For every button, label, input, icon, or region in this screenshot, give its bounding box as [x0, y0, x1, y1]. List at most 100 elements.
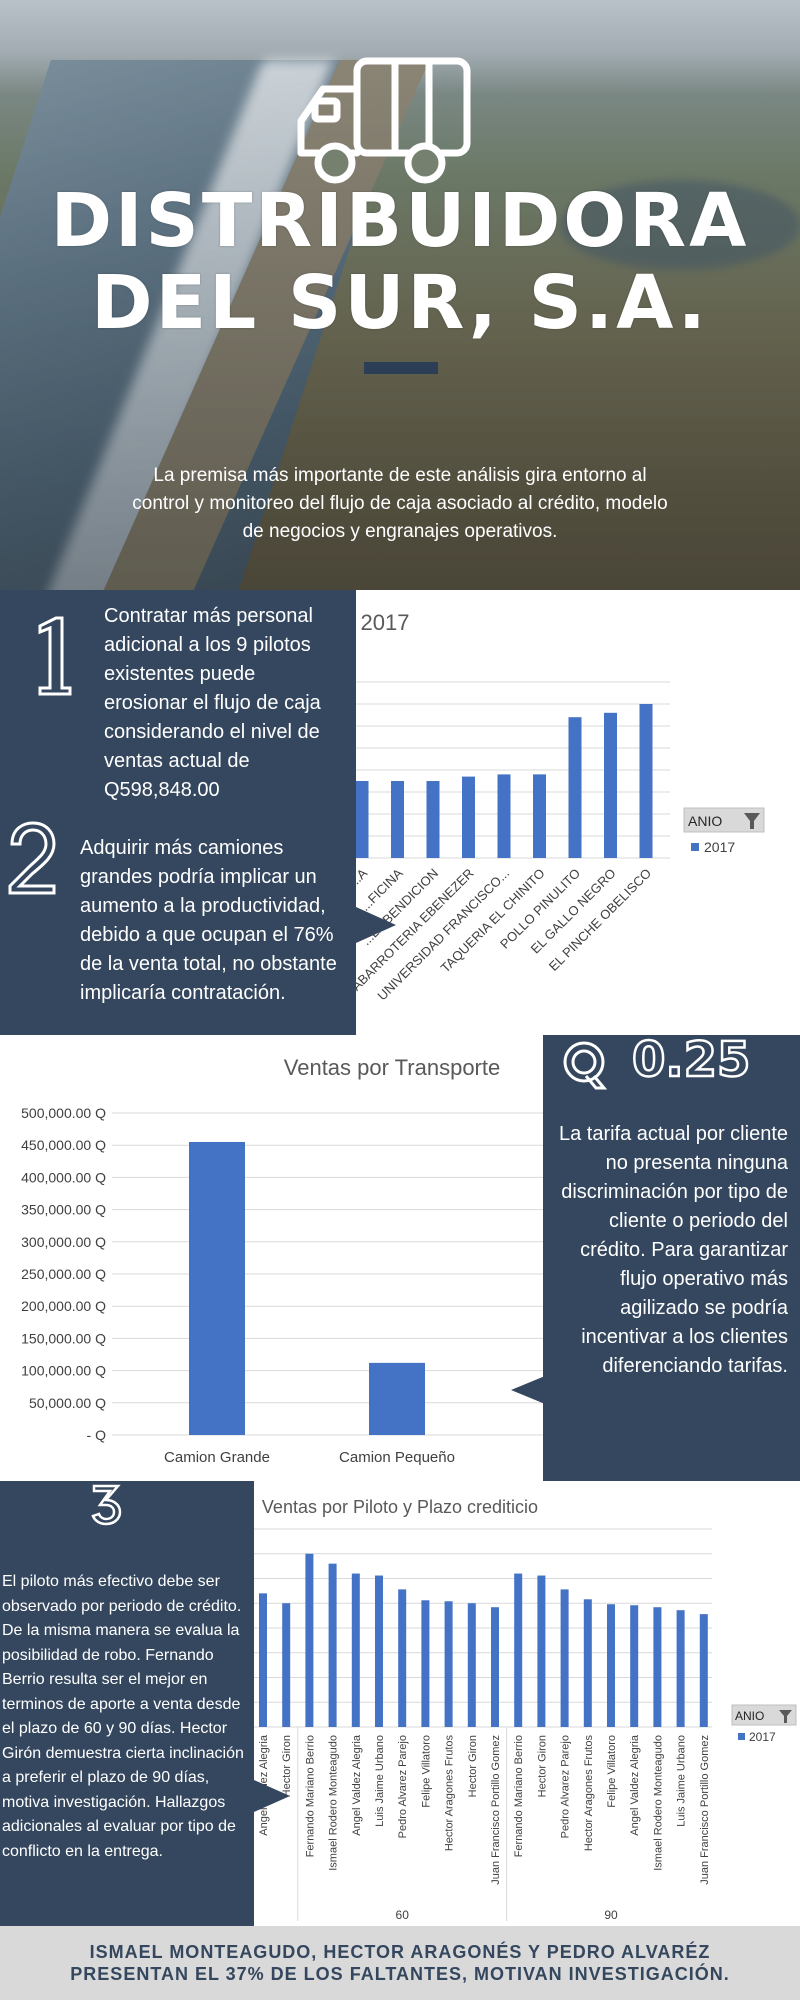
insight-2-text: Adquirir más camiones grandes podría imp… — [80, 837, 337, 1004]
x-tick-label: Felipe Villatoro — [420, 1735, 432, 1808]
x-tick-label: Hector Aragones Frutos — [444, 1735, 456, 1852]
bar — [282, 1603, 291, 1727]
y-tick-label: 500,000.00 Q — [21, 1105, 106, 1121]
bar — [537, 1575, 546, 1727]
panel-arrow-right-3 — [254, 1780, 290, 1812]
legend-label: 2017 — [704, 839, 735, 855]
insight-panel-1-2 — [0, 590, 356, 1050]
bar — [351, 1573, 360, 1727]
y-tick-label: 100,000.00 Q — [21, 1363, 106, 1379]
bar — [533, 774, 546, 858]
bar — [604, 712, 617, 858]
x-tick-label: Fernando Mariano Berrio — [513, 1735, 525, 1857]
y-tick-label: 250,000.00 Q — [21, 1266, 106, 1282]
hero-subtitle: La premisa más importante de este anális… — [132, 465, 668, 542]
hero-title: DISTRIBUIDORA DEL SUR, S.A. — [0, 180, 800, 344]
bar — [391, 781, 404, 858]
truck-icon — [297, 57, 471, 184]
bar — [514, 1573, 523, 1727]
bar — [369, 1362, 425, 1435]
bar — [653, 1607, 662, 1727]
y-tick-label: 50,000.00 Q — [29, 1395, 106, 1411]
chart-sales-by-pilot-svg: Ventas por Piloto y Plazo crediticio Ange… — [200, 1497, 797, 1922]
y-tick-label: - Q — [87, 1427, 107, 1443]
bar — [305, 1553, 314, 1727]
x-tick-label: Pedro Alvarez Parejo — [397, 1735, 409, 1838]
number-3-icon — [91, 1484, 122, 1526]
bar — [398, 1589, 407, 1727]
filter-icon — [744, 813, 760, 829]
panel-arrow-left — [511, 1376, 545, 1404]
group-label: 90 — [604, 1908, 618, 1922]
y-tick-label: 300,000.00 Q — [21, 1234, 106, 1250]
x-tick-label: Juan Francisco Portillo Gomez — [699, 1735, 711, 1885]
group-label: 60 — [396, 1908, 410, 1922]
tarifa-value: 0.25 — [631, 1031, 752, 1090]
insight-1-text: Contratar más personal adicional a los 9… — [104, 605, 321, 801]
filter-icon — [779, 1710, 792, 1723]
bar — [328, 1563, 337, 1727]
number-2-icon — [8, 821, 56, 895]
x-tick-label: Pedro Alvarez Parejo — [560, 1735, 572, 1838]
bar — [583, 1599, 592, 1727]
x-tick-label: Ismael Rodero Monteagudo — [652, 1735, 664, 1871]
bar — [375, 1575, 383, 1727]
number-1-icon — [38, 616, 72, 696]
filter-chip-label: ANIO — [688, 813, 722, 829]
legend-swatch — [691, 843, 699, 851]
hero-shade — [0, 0, 800, 590]
insight-3-text: El piloto más efectivo debe ser observad… — [2, 1573, 244, 1860]
x-tick-label: Hector Giron — [536, 1735, 548, 1797]
y-tick-label: 450,000.00 Q — [21, 1137, 106, 1153]
x-tick-label: Felipe Villatoro — [606, 1735, 618, 1808]
hero-title-line2: DEL SUR, S.A. — [91, 260, 709, 346]
x-tick-label: Hector Aragones Frutos — [583, 1735, 595, 1852]
x-tick-label: Angel Valdez Alegria — [629, 1734, 641, 1836]
x-tick-label: Camion Grande — [164, 1449, 270, 1466]
x-tick-label: Juan Francisco Portillo Gomez — [490, 1735, 502, 1885]
x-tick-label: Luis Jaime Urbano — [676, 1735, 688, 1827]
x-tick-label: Angel Valdez Alegria — [351, 1734, 363, 1836]
bar — [699, 1614, 708, 1727]
insight-panel-3 — [0, 1481, 254, 1926]
bar — [560, 1589, 569, 1727]
bar — [426, 781, 440, 858]
x-tick-label: Luis Jaime Urbano — [374, 1735, 386, 1827]
insight-panel-tarifa — [543, 1035, 800, 1481]
bar — [497, 774, 511, 858]
bar — [462, 776, 475, 858]
hero-title-line1: DISTRIBUIDORA — [50, 178, 750, 264]
footer-line1: ISMAEL MONTEAGUDO, HECTOR ARAGONÉS Y PED… — [89, 1942, 711, 1962]
bar — [630, 1605, 639, 1727]
bar — [491, 1607, 499, 1727]
bar — [467, 1603, 476, 1727]
chart-title: 2017 — [361, 610, 410, 635]
legend-swatch — [738, 1733, 745, 1740]
hero-divider — [364, 362, 438, 374]
chart-title: Ventas por Transporte — [284, 1055, 500, 1080]
bar — [421, 1600, 430, 1727]
river-background — [560, 180, 800, 270]
footer-banner: ISMAEL MONTEAGUDO, HECTOR ARAGONÉS Y PED… — [0, 1926, 800, 2000]
filter-chip-label: ANIO — [735, 1709, 764, 1723]
bar — [639, 704, 653, 858]
footer-line2: PRESENTAN EL 37% DE LOS FALTANTES, MOTIV… — [70, 1964, 730, 1984]
x-tick-label: Ismael Rodero Monteagudo — [328, 1735, 340, 1871]
x-tick-label: Fernando Mariano Berrio — [304, 1735, 316, 1857]
y-tick-label: 200,000.00 Q — [21, 1298, 106, 1314]
bar — [676, 1610, 685, 1727]
x-tick-label: Hector Giron — [467, 1735, 479, 1797]
panel-arrow-right — [356, 907, 396, 943]
bar — [189, 1141, 245, 1435]
x-tick-label: Camion Pequeño — [339, 1449, 455, 1466]
bar — [607, 1604, 615, 1727]
bar — [355, 781, 369, 858]
insight-tarifa-text: La tarifa actual por cliente no presenta… — [558, 1123, 788, 1377]
legend-label: 2017 — [749, 1730, 776, 1744]
y-tick-label: 400,000.00 Q — [21, 1169, 106, 1185]
bar — [259, 1593, 267, 1727]
chart-sales-by-transport-svg: Ventas por Transporte - Q 50,000.00 Q 100,0… — [21, 1055, 560, 1466]
bar — [568, 717, 582, 858]
chart-title: Ventas por Piloto y Plazo crediticio — [262, 1497, 538, 1517]
letter-q-icon — [563, 1041, 608, 1090]
